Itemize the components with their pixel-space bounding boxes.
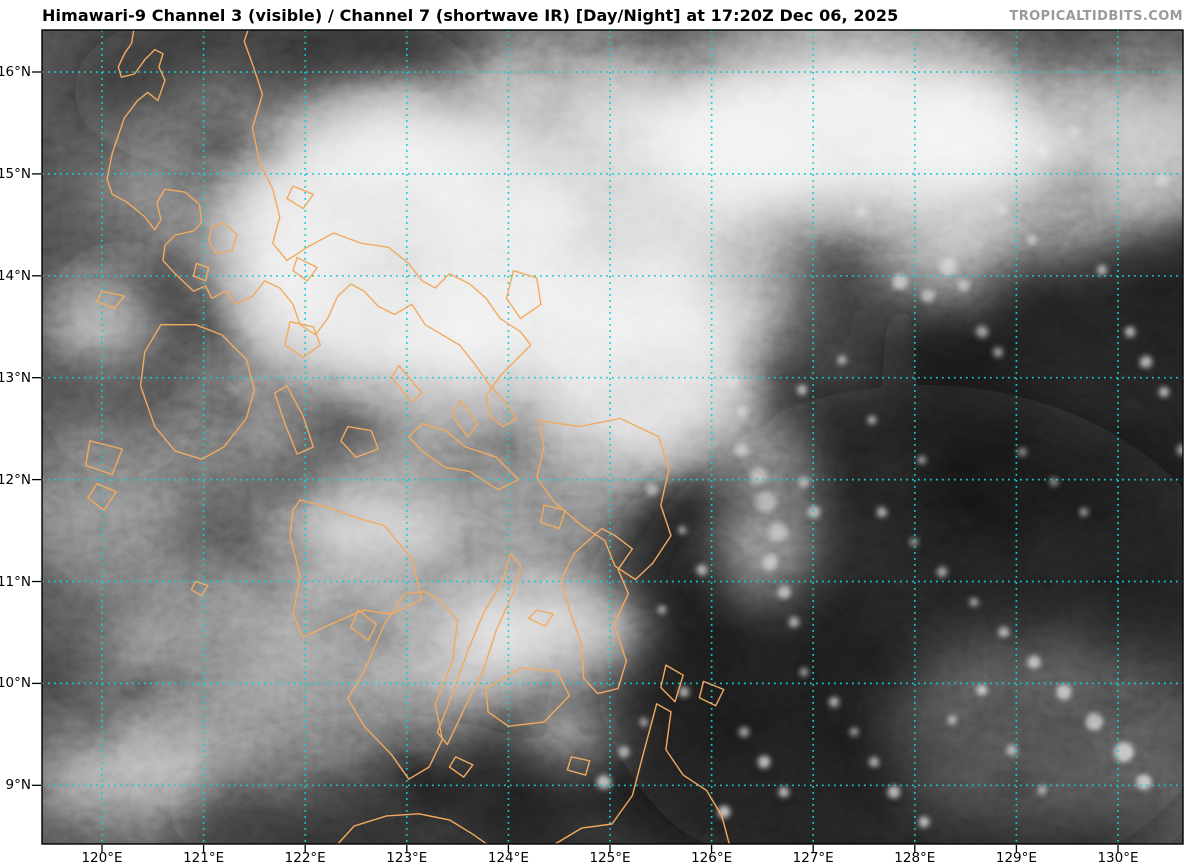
coastline-leyte — [560, 527, 634, 695]
coastline-siquijor — [448, 756, 474, 778]
lon-tick-label: 127°E — [792, 850, 834, 866]
lon-tick-label: 130°E — [1097, 850, 1139, 866]
coastline-culion — [87, 483, 117, 511]
lon-tick-label: 128°E — [894, 850, 936, 866]
lat-tick-label: 10°N — [0, 675, 31, 692]
coastline-sibuyan — [340, 425, 380, 458]
coastline-camiguin — [566, 756, 591, 776]
coastline-alabat — [292, 256, 319, 282]
coastline-cebu — [436, 552, 522, 746]
coastline-luzon — [106, 30, 532, 428]
coastline-samar — [536, 417, 672, 581]
map-border — [41, 29, 1184, 845]
lon-tick-label: 124°E — [487, 850, 529, 866]
coastline-masbate — [408, 422, 520, 491]
coastline-dinagat — [660, 664, 684, 703]
satellite-map — [32, 29, 1184, 853]
lat-tick-label: 9°N — [5, 777, 31, 794]
coastline-negros — [347, 591, 459, 780]
lat-tick-label: 12°N — [0, 471, 31, 488]
coastline-guimaras — [350, 609, 377, 642]
coastline-taal-lake — [192, 262, 210, 282]
lon-tick-label: 123°E — [386, 850, 428, 866]
coastline-biliran — [540, 504, 566, 530]
coastline-laguna-lake — [207, 222, 238, 255]
coastline-marinduque — [284, 321, 322, 358]
coastline-bohol — [485, 667, 571, 727]
lon-tick-label: 125°E — [589, 850, 631, 866]
coastline-mindoro — [139, 324, 256, 460]
image-title: Himawari-9 Channel 3 (visible) / Channel… — [42, 6, 899, 25]
coastline-lubang — [96, 290, 126, 310]
satellite-composite-image — [32, 29, 1184, 853]
grain-texture-overlay — [42, 30, 1183, 844]
site-watermark: TROPICALTIDBITS.COM — [1009, 9, 1183, 24]
lon-tick-label: 121°E — [183, 850, 225, 866]
lon-tick-label: 122°E — [284, 850, 326, 866]
lon-tick-label: 120°E — [81, 850, 123, 866]
lat-tick-label: 15°N — [0, 165, 31, 182]
coastline-burias — [390, 364, 423, 403]
lon-tick-label: 126°E — [691, 850, 733, 866]
coastline-polillo — [286, 185, 314, 210]
coastline-tablas — [273, 385, 314, 455]
coastline-cuyo — [190, 580, 209, 597]
lat-tick-label: 11°N — [0, 573, 31, 590]
coastline-panay — [289, 499, 423, 639]
coastline-camotes — [528, 609, 554, 627]
lat-tick-label: 14°N — [0, 267, 31, 284]
coastline-misamis-surigao-coast — [553, 703, 730, 844]
latlon-gridlines — [42, 30, 1183, 844]
coastline-ticao — [451, 399, 479, 438]
coastline-busuanga — [85, 440, 124, 476]
axis-ticks — [32, 71, 1119, 853]
lat-tick-label: 16°N — [0, 64, 31, 80]
lon-tick-label: 129°E — [995, 850, 1037, 866]
coastline-zamboanga-coast — [336, 813, 488, 844]
lat-tick-label: 13°N — [0, 369, 31, 386]
coastline-siargao — [698, 680, 725, 707]
coastline-overlay — [85, 30, 730, 844]
satellite-imagery-layer — [42, 30, 1183, 844]
coastline-catanduanes — [505, 269, 542, 320]
